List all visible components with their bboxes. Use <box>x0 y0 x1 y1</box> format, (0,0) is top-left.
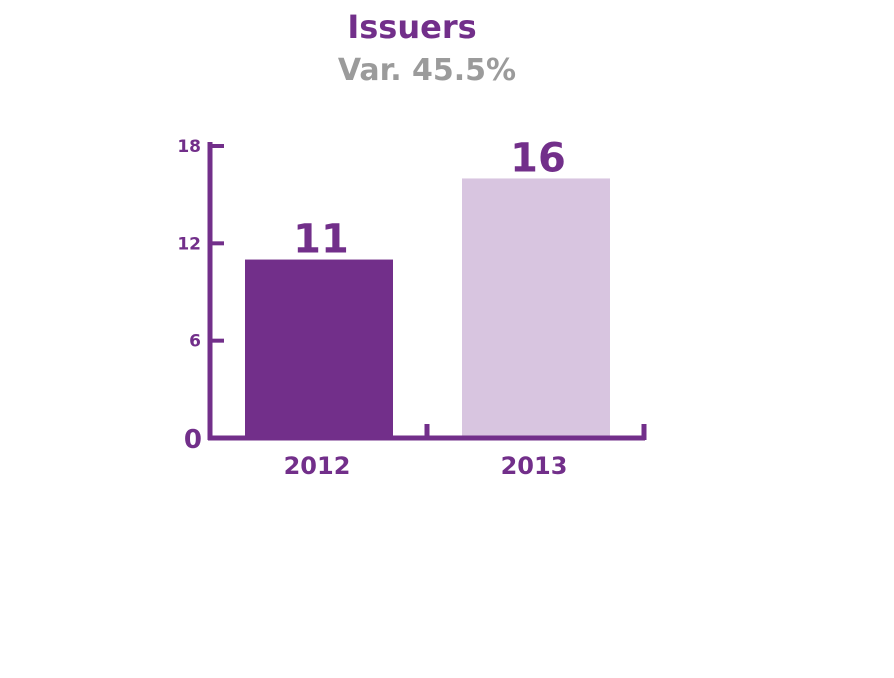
x-tick-label-2013: 2013 <box>501 452 568 480</box>
chart-subtitle: Var. 45.5% <box>338 53 516 88</box>
y-tick-label-18: 18 <box>177 137 201 157</box>
value-label-2012: 11 <box>293 217 349 263</box>
y-tick-label-0: 0 <box>184 425 202 455</box>
x-tick-label-2012: 2012 <box>284 452 351 480</box>
bar-2012 <box>245 259 393 438</box>
bar-2013 <box>462 178 610 438</box>
chart-title: Issuers <box>347 8 476 46</box>
y-tick-label-12: 12 <box>177 234 201 254</box>
y-tick-label-6: 6 <box>189 332 201 352</box>
value-label-2013: 16 <box>510 135 566 181</box>
